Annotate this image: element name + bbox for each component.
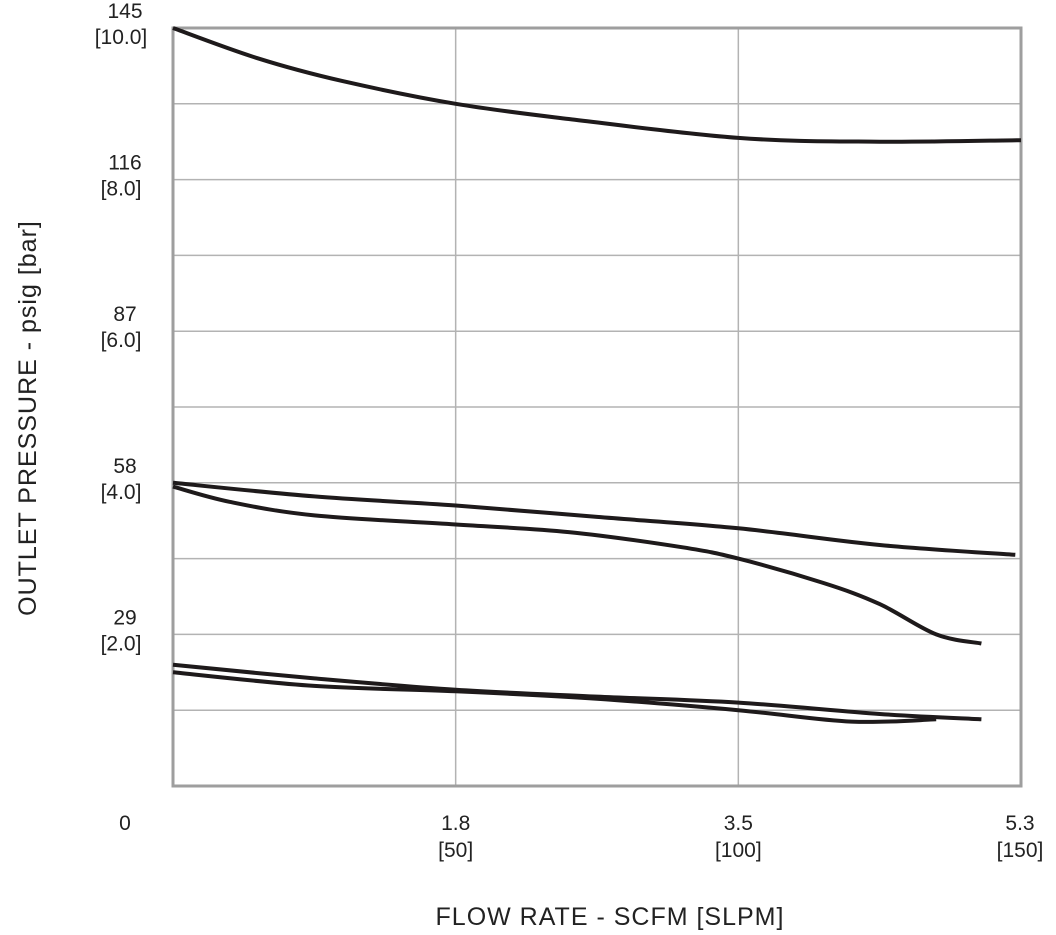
series-line-2 [172, 480, 1016, 557]
x-tick-label-1: 1.8 [441, 812, 470, 835]
y-tick-sublabel-1: [4.0] [101, 481, 142, 504]
y-tick-label-0: 29 [113, 606, 136, 629]
y-axis-title: OUTLET PRESSURE - psig [bar] [14, 220, 42, 616]
grid-lines [173, 28, 1021, 786]
tick-labels: 29 [2.0] 58 [4.0] 87 [6.0] 116 [8.0] 145 [10.0] 0 1… [95, 0, 1044, 862]
series-line-5 [172, 662, 982, 722]
y-tick-label-4: 145 [107, 0, 142, 23]
plot-frame [171, 26, 1023, 788]
y-tick-label-3: 116 [108, 152, 141, 175]
series-line-3 [172, 484, 982, 646]
x-tick-label-2: 3.5 [724, 812, 753, 835]
series-lines [172, 26, 1022, 724]
y-tick-sublabel-0: [2.0] [101, 632, 142, 655]
x-tick-label-3: 5.3 [1005, 812, 1034, 835]
x-tick-sublabel-3: [150] [997, 839, 1044, 862]
y-tick-sublabel-4: [10.0] [95, 26, 148, 49]
y-tick-label-2: 87 [113, 303, 136, 326]
series-line-1 [172, 26, 1022, 144]
y-tick-sublabel-2: [6.0] [101, 329, 142, 352]
x-axis-title: FLOW RATE - SCFM [SLPM] [436, 903, 785, 931]
series-line-4 [172, 670, 937, 724]
x-tick-sublabel-2: [100] [715, 839, 762, 862]
y-tick-label-1: 58 [113, 455, 136, 478]
x-tick-label-0: 0 [119, 812, 131, 835]
x-tick-sublabel-1: [50] [438, 839, 473, 862]
y-tick-sublabel-3: [8.0] [101, 178, 142, 201]
